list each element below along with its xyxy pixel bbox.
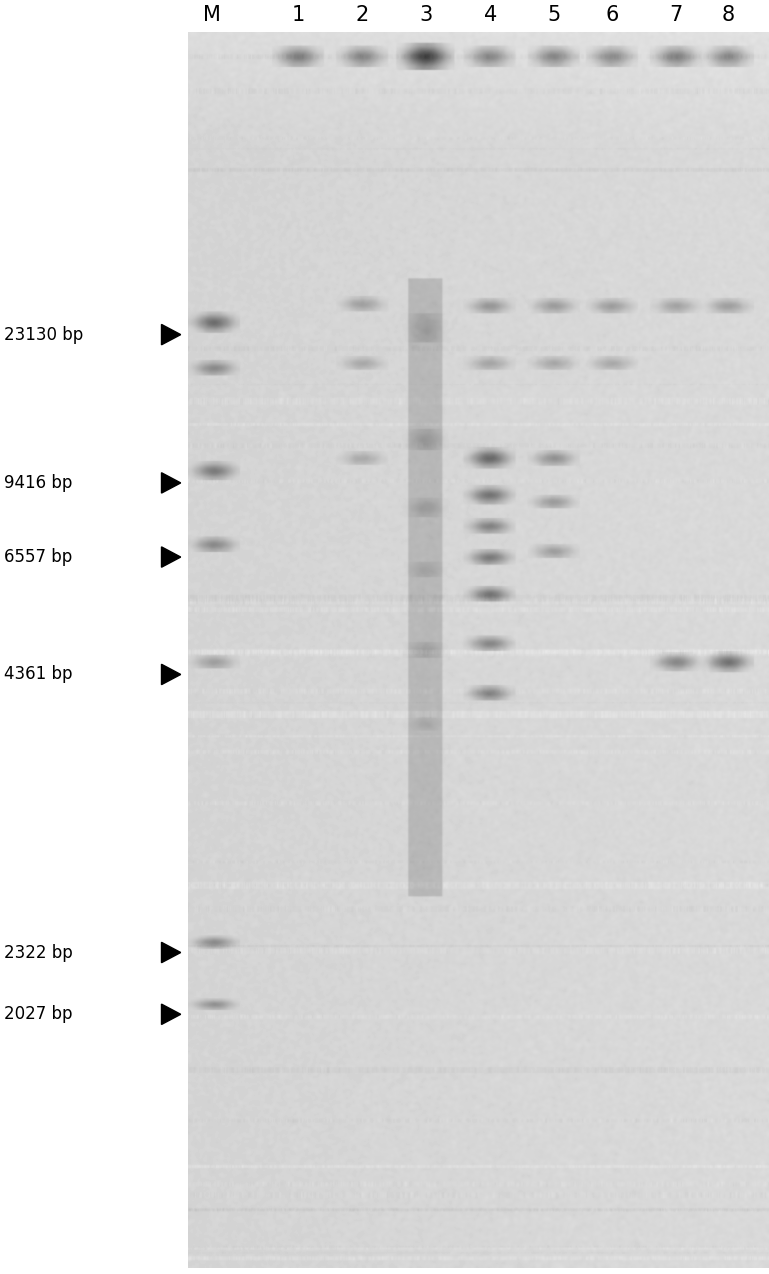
Text: 4361 bp: 4361 bp <box>4 665 72 683</box>
Text: 2027 bp: 2027 bp <box>4 1005 72 1023</box>
Text: 4: 4 <box>484 5 497 25</box>
Text: 9416 bp: 9416 bp <box>4 474 72 492</box>
Text: 6557 bp: 6557 bp <box>4 548 72 566</box>
Polygon shape <box>161 325 181 345</box>
Text: M: M <box>203 5 221 25</box>
Text: 6: 6 <box>605 5 619 25</box>
Text: 5: 5 <box>548 5 561 25</box>
Text: 1: 1 <box>292 5 305 25</box>
Polygon shape <box>161 664 181 684</box>
Text: 3: 3 <box>420 5 433 25</box>
Text: 23130 bp: 23130 bp <box>4 326 83 344</box>
Text: 2: 2 <box>356 5 369 25</box>
Polygon shape <box>161 943 181 963</box>
Text: 2322 bp: 2322 bp <box>4 944 72 962</box>
Text: 7: 7 <box>670 5 683 25</box>
Polygon shape <box>161 1004 181 1024</box>
Polygon shape <box>161 473 181 493</box>
Text: 8: 8 <box>722 5 735 25</box>
Polygon shape <box>161 547 181 567</box>
